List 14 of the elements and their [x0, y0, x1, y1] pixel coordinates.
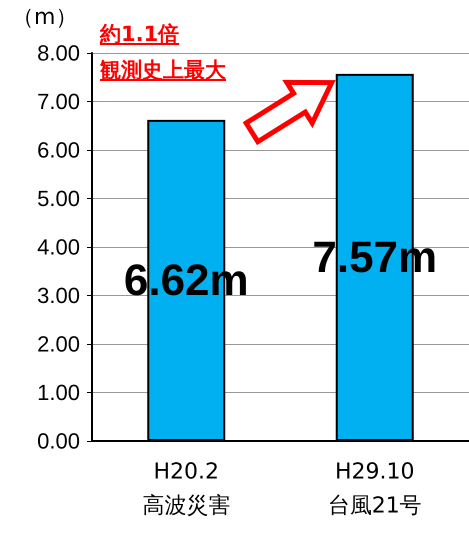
y-tick-label: 0.00	[37, 428, 80, 454]
y-tick-label: 3.00	[37, 283, 80, 308]
y-tick-label: 7.00	[37, 89, 80, 114]
annotation: 観測史上最大	[100, 58, 226, 82]
y-tick-label: 6.00	[37, 138, 80, 162]
y-tick-label: 4.00	[37, 234, 80, 260]
y-tick-label: 2.00	[37, 332, 80, 356]
text: 約1.1倍	[100, 22, 180, 46]
y-axis-title: （m）	[12, 4, 78, 32]
y-tick-label: 8.00	[37, 40, 80, 66]
y-tick-label: 5.00	[37, 186, 80, 211]
x-tick-label: H29.10 台風21号	[328, 460, 422, 518]
x-tick-label: H20.2 高波災害	[142, 460, 230, 518]
y-tick-label: 1.00	[37, 380, 80, 405]
